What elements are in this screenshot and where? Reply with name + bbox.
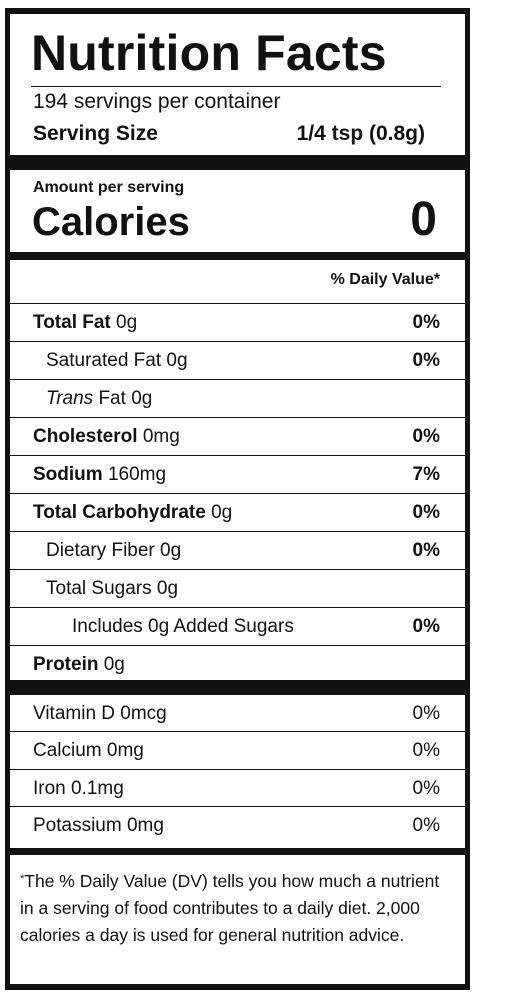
nutrient-dv: 7%	[412, 464, 440, 485]
vitamin-dv: 0%	[412, 815, 440, 836]
nutrient-row: Total Sugars 0g	[10, 569, 465, 607]
nutrient-name: Total Carbohydrate	[33, 502, 206, 523]
nutrient-name: Protein	[33, 654, 99, 675]
vitamin-row: Vitamin D 0mcg 0%	[10, 694, 465, 732]
nutrient-amount: 0g	[211, 502, 233, 523]
vitamin-dv: 0%	[412, 740, 440, 761]
nutrient-name: Includes 0g Added Sugars	[72, 616, 294, 637]
nutrient-amount: 0g	[166, 350, 188, 371]
calories-value: 0	[410, 193, 437, 246]
footnote-marker: *	[20, 873, 25, 885]
nutrient-amount: 0g	[103, 654, 125, 675]
nutrient-row: Total Fat 0g 0%	[10, 303, 465, 341]
vitamin-row: Potassium 0mg 0%	[10, 806, 465, 844]
nutrition-label: Nutrition Facts 194 servings per contain…	[5, 8, 470, 990]
nutrient-row: Includes 0g Added Sugars 0%	[10, 607, 465, 645]
nutrient-dv: 0%	[412, 502, 440, 523]
vitamin-row: Calcium 0mg 0%	[10, 731, 465, 769]
nutrient-name: Sodium	[33, 464, 103, 485]
nutrient-row: Protein 0g	[10, 645, 465, 683]
header-section: Nutrition Facts 194 servings per contain…	[10, 14, 465, 155]
nutrient-dv: 0%	[412, 312, 440, 333]
footnote: *The % Daily Value (DV) tells you how mu…	[20, 868, 445, 949]
nutrient-name: Cholesterol	[33, 426, 138, 447]
nutrient-row: Trans Fat 0g	[10, 379, 465, 417]
nutrient-label: Protein 0g	[33, 654, 125, 676]
title: Nutrition Facts	[31, 25, 387, 81]
nutrient-label: Sodium 160mg	[33, 464, 166, 486]
nutrient-dv: 0%	[412, 540, 440, 561]
nutrient-amount: 0g	[131, 388, 153, 409]
nutrient-name: Fat	[98, 388, 126, 409]
nutrient-label: Cholesterol 0mg	[33, 426, 180, 448]
nutrient-name: Total Sugars	[46, 578, 152, 599]
footnote-section: *The % Daily Value (DV) tells you how mu…	[10, 855, 465, 984]
nutrient-italic: Trans	[46, 388, 94, 409]
nutrient-row: Saturated Fat 0g 0%	[10, 341, 465, 379]
serving-size-value: 1/4 tsp (0.8g)	[296, 122, 425, 145]
servings: 194 servings per container	[33, 90, 281, 113]
nutrient-amount: 0g	[156, 578, 179, 599]
dv-header: % Daily Value*	[330, 271, 440, 288]
nutrient-amount: 160mg	[107, 464, 167, 485]
vitamin-rows: Vitamin D 0mcg 0% Calcium 0mg 0% Iron 0.1mg 0…	[10, 694, 465, 844]
nutrients-section: % Daily Value* Total Fat 0g 0% Saturated F…	[10, 260, 465, 680]
nutrient-name: Total Fat	[33, 312, 111, 333]
dv-header-row: % Daily Value*	[10, 260, 465, 303]
nutrient-label: Total Carbohydrate 0g	[33, 502, 232, 524]
amount-label: Amount per serving	[33, 179, 185, 196]
vitamin-label: Potassium 0mg	[33, 815, 164, 836]
nutrient-label: Dietary Fiber 0g	[46, 540, 181, 562]
nutrient-dv: 0%	[412, 350, 440, 371]
nutrient-row: Total Carbohydrate 0g 0%	[10, 493, 465, 531]
nutrient-label: Total Sugars 0g	[46, 578, 178, 600]
serving-size-label: Serving Size	[33, 122, 158, 145]
divider	[31, 86, 441, 87]
nutrient-amount: 0g	[160, 540, 182, 561]
nutrient-label: Total Fat 0g	[33, 312, 137, 334]
calories-label: Calories	[32, 200, 190, 244]
nutrient-row: Dietary Fiber 0g 0%	[10, 531, 465, 569]
nutrient-dv: 0%	[412, 426, 440, 447]
nutrient-name: Saturated Fat	[46, 350, 162, 371]
nutrient-label: Saturated Fat 0g	[46, 350, 188, 372]
vitamin-label: Calcium 0mg	[33, 740, 144, 761]
nutrient-amount: 0g	[116, 312, 138, 333]
vitamin-dv: 0%	[412, 702, 440, 724]
nutrient-row: Sodium 160mg 7%	[10, 455, 465, 493]
nutrient-amount: 0mg	[142, 426, 180, 447]
nutrient-dv: 0%	[412, 616, 440, 637]
vitamin-dv: 0%	[412, 777, 440, 799]
nutrient-name: Dietary Fiber	[46, 540, 155, 561]
nutrient-label: Trans Fat 0g	[46, 388, 152, 410]
vitamin-row: Iron 0.1mg 0%	[10, 768, 465, 807]
nutrient-row: Cholesterol 0mg 0%	[10, 417, 465, 455]
footnote-text: The % Daily Value (DV) tells you how muc…	[20, 871, 440, 945]
nutrient-rows: Total Fat 0g 0% Saturated Fat 0g 0% Trans Fa…	[10, 303, 465, 683]
vitamins-section: Vitamin D 0mcg 0% Calcium 0mg 0% Iron 0.1mg 0…	[10, 695, 465, 848]
nutrient-label: Includes 0g Added Sugars	[72, 616, 294, 638]
vitamin-label: Iron 0.1mg	[33, 777, 124, 799]
vitamin-label: Vitamin D 0mcg	[33, 702, 167, 724]
calories-section: Amount per serving Calories 0	[10, 170, 465, 252]
